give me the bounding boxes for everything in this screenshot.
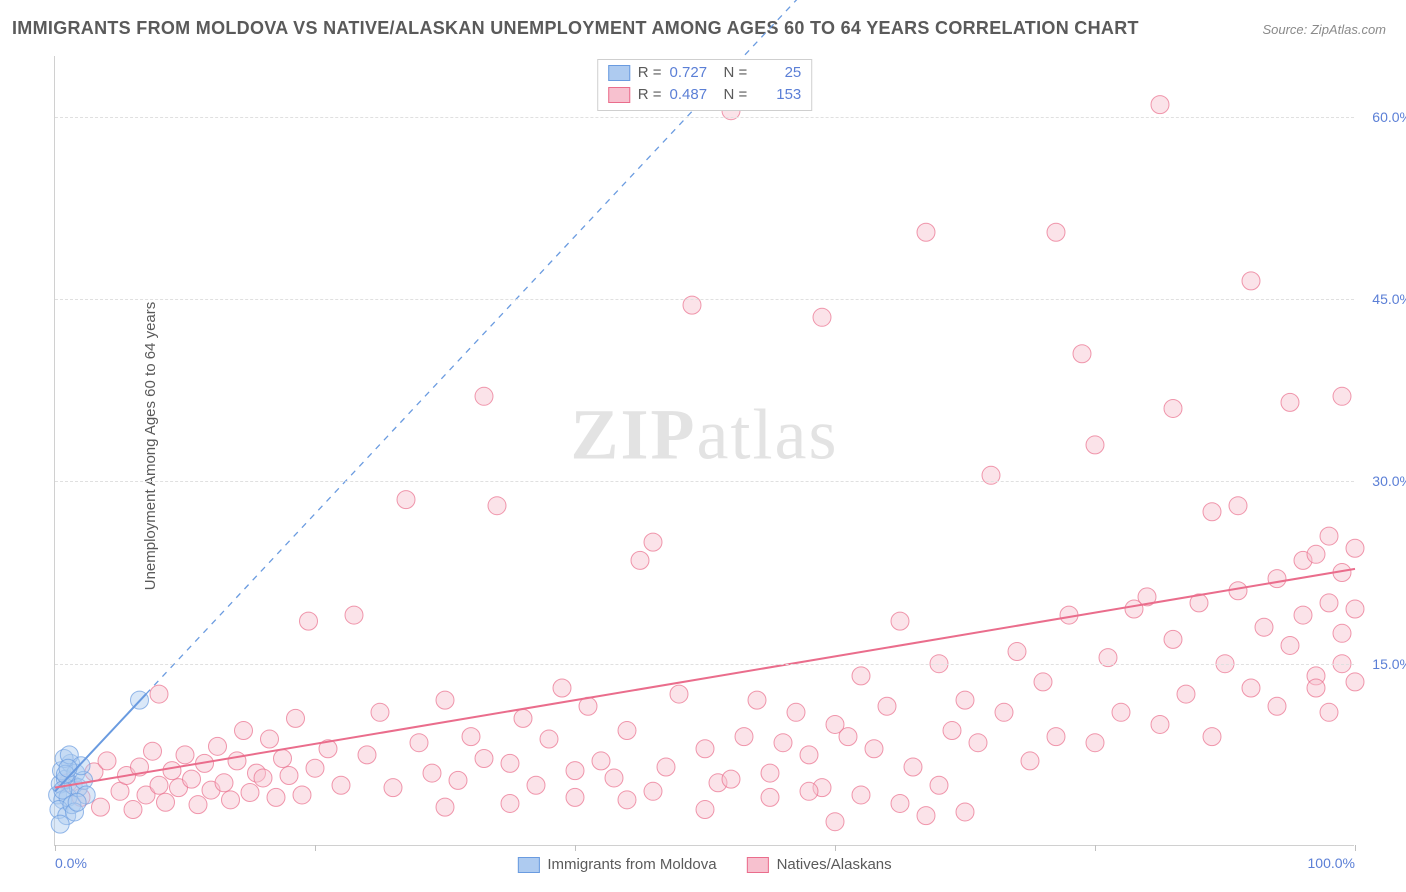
legend-n-value-moldova: 25	[755, 62, 801, 84]
legend-n-value-natives: 153	[755, 84, 801, 106]
y-tick-label: 30.0%	[1372, 473, 1406, 489]
x-tick-label: 100.0%	[1308, 855, 1355, 871]
chart-title: IMMIGRANTS FROM MOLDOVA VS NATIVE/ALASKA…	[12, 18, 1139, 39]
x-tick	[55, 845, 56, 851]
legend-item-natives: Natives/Alaskans	[747, 856, 892, 873]
x-tick	[575, 845, 576, 851]
series-legend: Immigrants from Moldova Natives/Alaskans	[517, 856, 891, 873]
x-tick	[315, 845, 316, 851]
legend-label-moldova: Immigrants from Moldova	[547, 856, 716, 873]
swatch-moldova-icon	[517, 857, 539, 873]
scatter-svg	[55, 56, 1354, 845]
x-tick	[1355, 845, 1356, 851]
gridline	[55, 481, 1354, 482]
correlation-legend: R = 0.727 N = 25 R = 0.487 N = 153	[597, 59, 813, 111]
legend-n-label: N =	[724, 62, 748, 84]
y-tick-label: 15.0%	[1372, 656, 1406, 672]
source-attribution: Source: ZipAtlas.com	[1262, 22, 1386, 37]
legend-r-label: R =	[638, 62, 662, 84]
swatch-natives	[608, 87, 630, 103]
legend-item-moldova: Immigrants from Moldova	[517, 856, 716, 873]
x-tick	[835, 845, 836, 851]
swatch-natives-icon	[747, 857, 769, 873]
legend-r-value-natives: 0.487	[670, 84, 716, 106]
swatch-moldova	[608, 65, 630, 81]
y-tick-label: 45.0%	[1372, 291, 1406, 307]
gridline	[55, 664, 1354, 665]
x-tick-label: 0.0%	[55, 855, 87, 871]
legend-r-value-moldova: 0.727	[670, 62, 716, 84]
legend-n-label: N =	[724, 84, 748, 106]
y-tick-label: 60.0%	[1372, 109, 1406, 125]
legend-row-moldova: R = 0.727 N = 25	[608, 62, 802, 84]
gridline	[55, 117, 1354, 118]
gridline	[55, 299, 1354, 300]
x-tick	[1095, 845, 1096, 851]
legend-label-natives: Natives/Alaskans	[777, 856, 892, 873]
legend-r-label: R =	[638, 84, 662, 106]
legend-row-natives: R = 0.487 N = 153	[608, 84, 802, 106]
chart-plot-area: ZIPatlas R = 0.727 N = 25 R = 0.487 N = …	[54, 56, 1354, 846]
